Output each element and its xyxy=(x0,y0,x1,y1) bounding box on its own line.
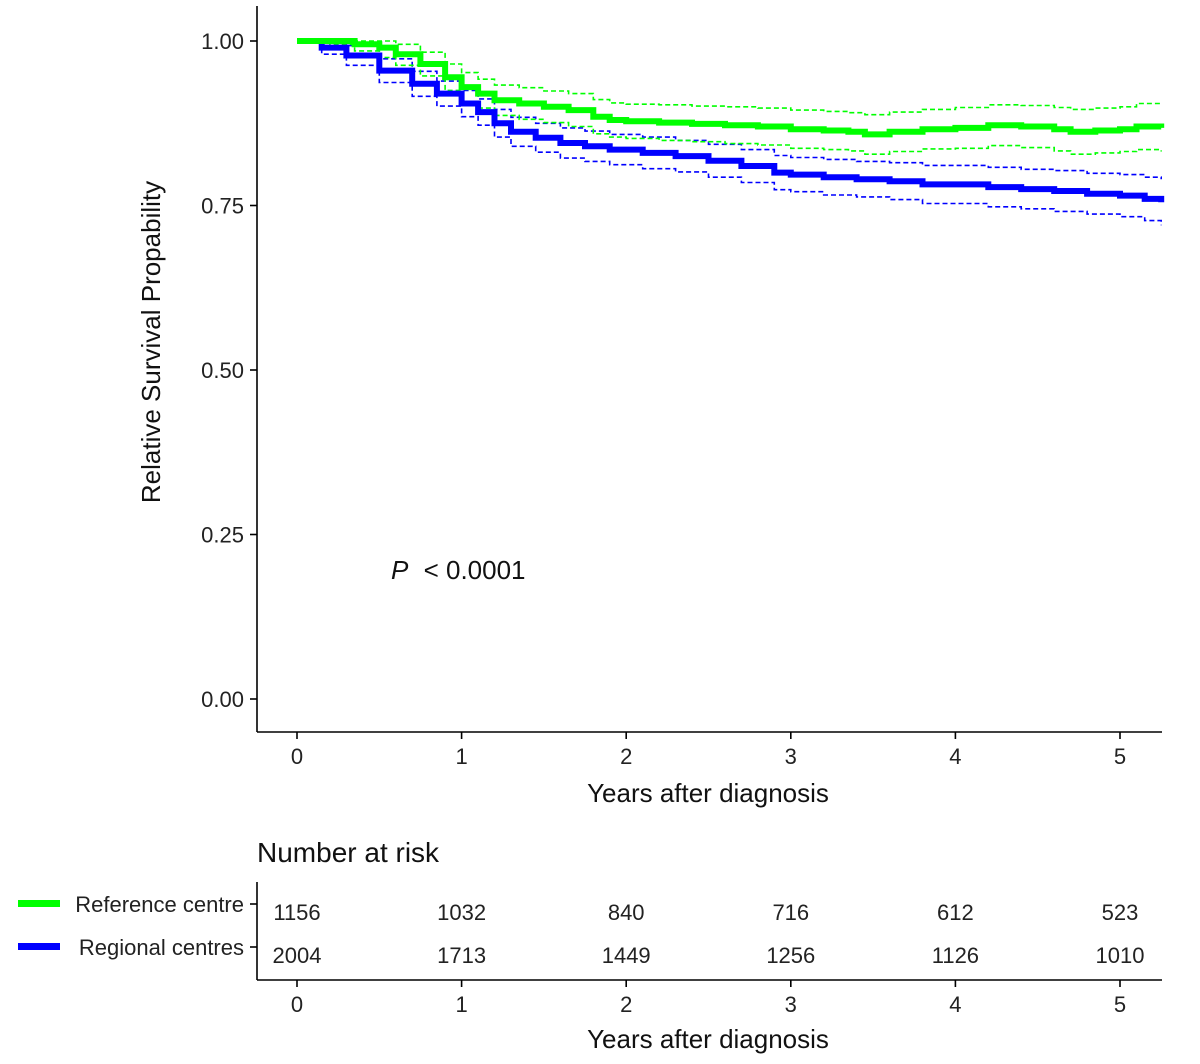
confidence-bands xyxy=(297,40,1162,226)
risk-row-regional-centres: Regional centres 2004 1713 1449 1256 1126 1010 xyxy=(18,935,1144,968)
risk-value: 1713 xyxy=(437,943,486,968)
x-tick-label: 5 xyxy=(1114,744,1126,769)
reference-centre-ci-lower xyxy=(297,40,1162,155)
risk-table-x-ticks: 0 1 2 3 4 5 xyxy=(291,980,1126,1017)
regional-centres-label: Regional centres xyxy=(79,935,244,960)
risk-value: 612 xyxy=(937,900,974,925)
p-value-text: < 0.0001 xyxy=(424,555,526,585)
risk-x-tick-label: 2 xyxy=(620,992,632,1017)
risk-value: 716 xyxy=(772,900,809,925)
reference-centre-label: Reference centre xyxy=(75,892,244,917)
regional-centres-ci-lower xyxy=(297,40,1162,226)
x-axis-title: Years after diagnosis xyxy=(587,778,829,808)
risk-value: 1449 xyxy=(602,943,651,968)
y-axis-ticks: 0.00 0.25 0.50 0.75 1.00 xyxy=(201,29,257,712)
regional-centres-legend-swatch xyxy=(18,943,60,950)
risk-value: 840 xyxy=(608,900,645,925)
risk-x-tick-label: 5 xyxy=(1114,992,1126,1017)
x-axis-ticks: 0 1 2 3 4 5 xyxy=(291,732,1126,769)
p-value-annotation: P < 0.0001 xyxy=(391,555,526,585)
risk-x-tick-label: 3 xyxy=(785,992,797,1017)
main-plot: 0.00 0.25 0.50 0.75 1.00 0 1 2 3 4 5 Relative Sur… xyxy=(136,6,1165,808)
risk-x-tick-label: 4 xyxy=(949,992,961,1017)
x-tick-label: 0 xyxy=(291,744,303,769)
regional-centres-survival-line xyxy=(297,38,1165,203)
y-tick-label: 0.75 xyxy=(201,194,244,219)
risk-value: 1010 xyxy=(1096,943,1145,968)
risk-value: 2004 xyxy=(273,943,322,968)
y-tick-label: 0.50 xyxy=(201,358,244,383)
risk-value: 1256 xyxy=(766,943,815,968)
risk-value: 523 xyxy=(1102,900,1139,925)
survival-curves xyxy=(297,38,1165,203)
p-value-symbol: P xyxy=(391,555,409,585)
risk-x-tick-label: 1 xyxy=(455,992,467,1017)
x-tick-label: 2 xyxy=(620,744,632,769)
risk-table-rows: Reference centre 1156 1032 840 716 612 523 Regi… xyxy=(18,892,1144,968)
x-tick-label: 4 xyxy=(949,744,961,769)
risk-table: Number at risk Reference centre 1156 1032 8… xyxy=(18,837,1162,1054)
reference-centre-ci-upper xyxy=(297,40,1162,116)
y-tick-label: 0.00 xyxy=(201,687,244,712)
x-tick-label: 3 xyxy=(785,744,797,769)
risk-row-reference-centre: Reference centre 1156 1032 840 716 612 523 xyxy=(18,892,1138,925)
risk-table-title: Number at risk xyxy=(257,837,440,868)
risk-value: 1032 xyxy=(437,900,486,925)
risk-x-tick-label: 0 xyxy=(291,992,303,1017)
y-tick-label: 0.25 xyxy=(201,523,244,548)
risk-value: 1126 xyxy=(932,943,979,968)
reference-centre-legend-swatch xyxy=(18,900,60,907)
risk-value: 1156 xyxy=(273,900,320,925)
risk-table-x-title: Years after diagnosis xyxy=(587,1024,829,1054)
x-tick-label: 1 xyxy=(455,744,467,769)
reference-centre-survival-line xyxy=(297,38,1165,138)
y-tick-label: 1.00 xyxy=(201,29,244,54)
y-axis-title: Relative Survival Propability xyxy=(136,181,166,503)
